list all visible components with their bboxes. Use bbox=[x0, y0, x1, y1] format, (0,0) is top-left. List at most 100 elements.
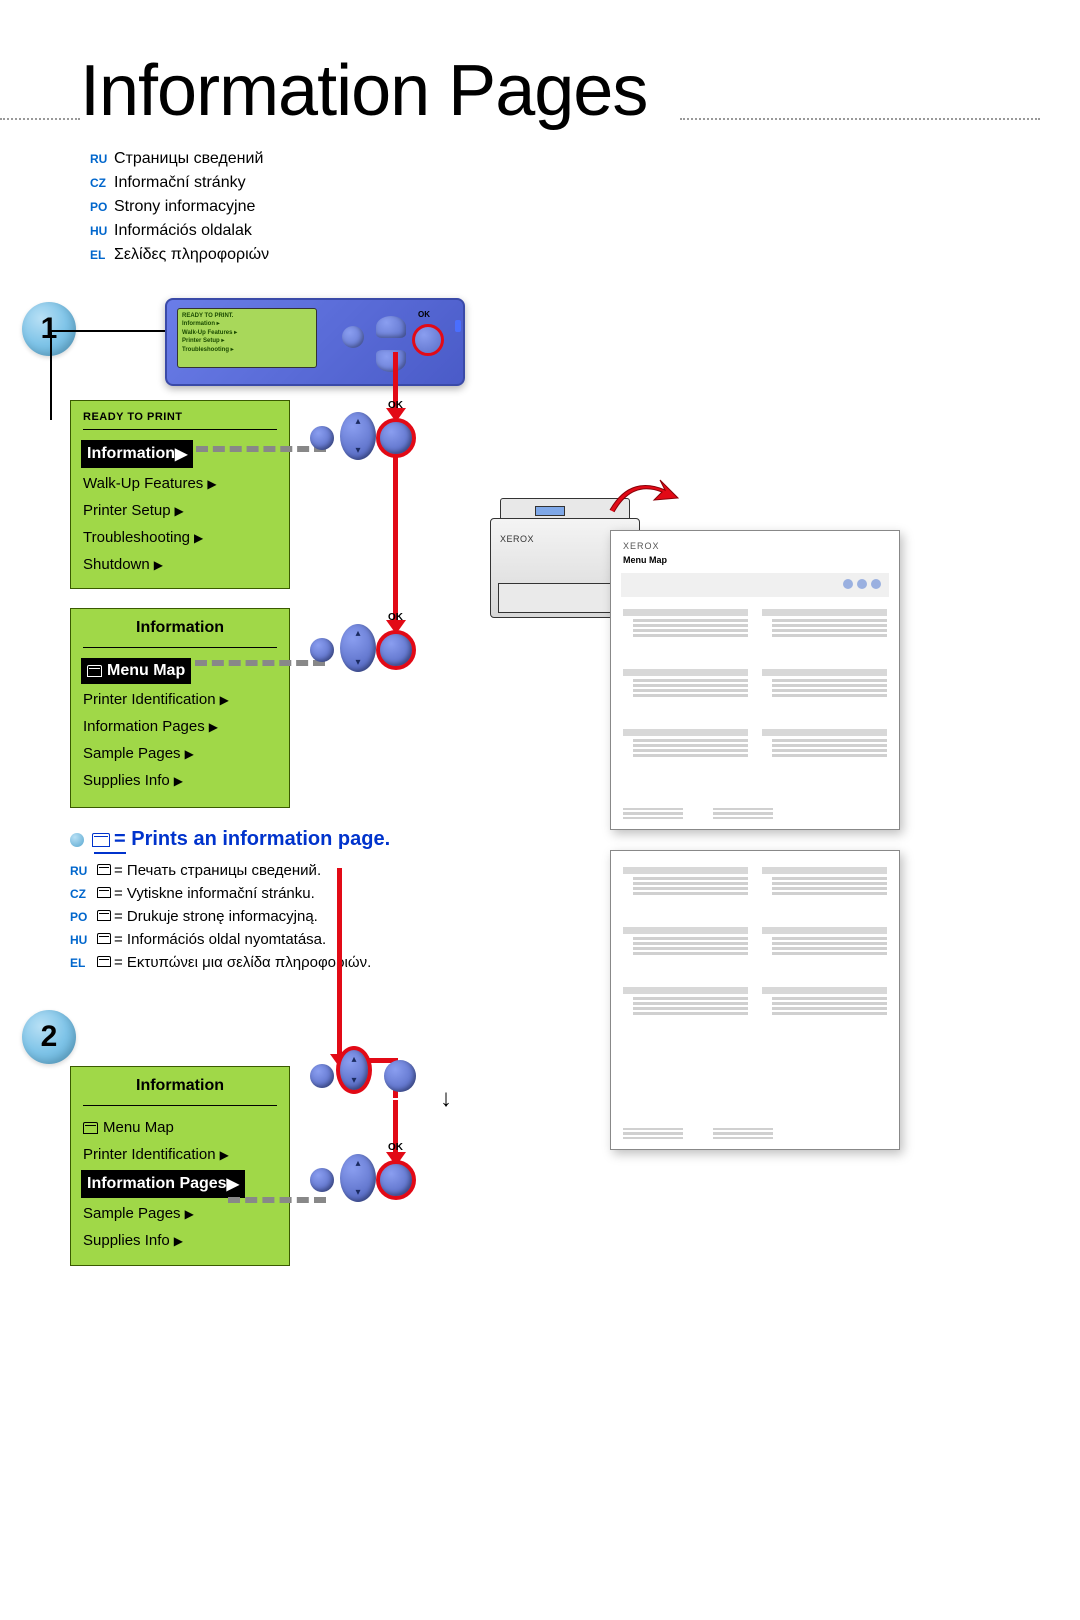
translation-text: = Εκτυπώνει μια σελίδα πληροφοριών. bbox=[114, 954, 371, 971]
menu-item-label: Menu Map bbox=[107, 662, 185, 680]
sheet-block bbox=[623, 609, 748, 663]
chevron-right-icon: ▶ bbox=[220, 693, 229, 707]
menu-item-label: Supplies Info bbox=[83, 1232, 170, 1249]
translation-row: RU = Печать страницы сведений. bbox=[70, 862, 371, 879]
translation-row: PO = Drukuje stronę informacyjną. bbox=[70, 908, 371, 925]
prints-translations: RU = Печать страницы сведений. CZ = Vyti… bbox=[70, 862, 371, 977]
menu-title: Information bbox=[83, 619, 277, 641]
lang-code: HU bbox=[90, 224, 114, 238]
menu-item[interactable]: Shutdown ▶ bbox=[83, 551, 277, 578]
printer-brand-label: XEROX bbox=[500, 534, 534, 544]
chevron-right-icon: ▶ bbox=[154, 558, 163, 572]
step-2-number: 2 bbox=[41, 1020, 58, 1054]
menu-item-label: Printer Setup bbox=[83, 502, 171, 519]
sheet-block bbox=[623, 987, 748, 1041]
menu-item-label: Information bbox=[87, 445, 175, 463]
sheet-block bbox=[762, 987, 887, 1041]
back-button[interactable] bbox=[310, 638, 334, 662]
back-button[interactable] bbox=[310, 426, 334, 450]
info-led-icon bbox=[455, 320, 461, 332]
sheet-block bbox=[762, 729, 887, 783]
chevron-right-icon: ▶ bbox=[194, 531, 203, 545]
print-icon bbox=[92, 833, 110, 847]
menu-item[interactable]: Sample Pages▶ bbox=[83, 740, 277, 767]
menu-item[interactable]: Menu Map bbox=[83, 1114, 277, 1141]
menu-item-label: Menu Map bbox=[103, 1119, 174, 1136]
back-button[interactable] bbox=[310, 1168, 334, 1192]
menu-item[interactable]: Supplies Info▶ bbox=[83, 1227, 277, 1254]
step-2-badge: 2 bbox=[22, 1010, 76, 1064]
divider bbox=[83, 647, 277, 648]
menu-item[interactable]: Troubleshooting ▶ bbox=[83, 524, 277, 551]
print-icon bbox=[97, 933, 111, 944]
sheet-block bbox=[623, 927, 748, 981]
back-button[interactable] bbox=[310, 1064, 334, 1088]
sheet-block bbox=[623, 669, 748, 723]
menu-item-label: Sample Pages bbox=[83, 1205, 181, 1222]
translation-row: HU = Információs oldal nyomtatása. bbox=[70, 931, 371, 948]
ok-button[interactable] bbox=[412, 324, 444, 356]
divider bbox=[83, 429, 277, 430]
back-button[interactable] bbox=[342, 326, 364, 348]
print-icon bbox=[97, 864, 111, 875]
ok-button[interactable] bbox=[376, 630, 416, 670]
sheet-block bbox=[623, 729, 748, 783]
chevron-right-icon: ▶ bbox=[207, 477, 216, 491]
sheet-footer bbox=[623, 1126, 887, 1142]
translation-text: Informační stránky bbox=[114, 174, 246, 192]
lang-code: CZ bbox=[90, 176, 114, 190]
sheet-title: Menu Map bbox=[611, 555, 899, 571]
translation-text: Σελίδες πληροφοριών bbox=[114, 246, 269, 264]
lang-code: PO bbox=[70, 910, 94, 924]
menu-item-label: Shutdown bbox=[83, 556, 150, 573]
output-sheet-1: XEROX Menu Map bbox=[610, 530, 900, 830]
menu-item-label: Printer Identification bbox=[83, 691, 216, 708]
print-icon bbox=[97, 887, 111, 898]
menu-item[interactable]: Supplies Info▶ bbox=[83, 767, 277, 794]
lang-code: RU bbox=[70, 864, 94, 878]
print-icon bbox=[97, 910, 111, 921]
menu-item-label: Information Pages bbox=[83, 718, 205, 735]
menu-item-highlighted[interactable]: Information▶ bbox=[81, 440, 193, 468]
translation-row: CZ Informační stránky bbox=[90, 174, 269, 192]
lang-code: EL bbox=[90, 248, 114, 262]
translation-text: = Információs oldal nyomtatása. bbox=[114, 931, 326, 948]
ok-button[interactable] bbox=[384, 1060, 416, 1092]
dotted-rule-right bbox=[680, 118, 1040, 120]
page-title: Information Pages bbox=[80, 50, 647, 132]
prints-info-line: = Prints an information page. bbox=[70, 828, 390, 851]
translation-row: EL = Εκτυπώνει μια σελίδα πληροφοριών. bbox=[70, 954, 371, 971]
updown-button[interactable] bbox=[340, 412, 376, 460]
ok-button[interactable] bbox=[376, 418, 416, 458]
translation-row: PO Strony informacyjne bbox=[90, 198, 269, 216]
flow-arrow bbox=[393, 454, 398, 624]
menu-item-highlighted[interactable]: Menu Map bbox=[81, 658, 191, 684]
translation-text: Információs oldalak bbox=[114, 222, 252, 240]
menu-header: READY TO PRINT bbox=[83, 411, 277, 423]
up-button[interactable] bbox=[376, 316, 406, 338]
ok-label: OK bbox=[418, 310, 430, 319]
updown-button[interactable] bbox=[340, 624, 376, 672]
sheet-block bbox=[762, 669, 887, 723]
menu-item[interactable]: Information Pages▶ bbox=[83, 713, 277, 740]
dot-icon bbox=[871, 579, 881, 589]
panel-menu-line: Information ▸ bbox=[182, 320, 312, 328]
menu-item-highlighted[interactable]: Information Pages▶ bbox=[81, 1170, 245, 1198]
menu-item[interactable]: Walk-Up Features▶ bbox=[83, 470, 277, 497]
down-button[interactable] bbox=[376, 350, 406, 372]
lang-code: PO bbox=[90, 200, 114, 214]
sheet-grid bbox=[611, 605, 899, 787]
sheet-panel-band bbox=[621, 573, 889, 597]
updown-button[interactable] bbox=[336, 1046, 372, 1094]
ok-button[interactable] bbox=[376, 1160, 416, 1200]
menu-item[interactable]: Printer Identification ▶ bbox=[83, 686, 277, 713]
print-icon bbox=[83, 1122, 98, 1134]
menu-item[interactable]: Printer Setup▶ bbox=[83, 497, 277, 524]
menu-item[interactable]: Sample Pages▶ bbox=[83, 1200, 277, 1227]
translation-row: EL Σελίδες πληροφοριών bbox=[90, 246, 269, 264]
menu-item[interactable]: Printer Identification▶ bbox=[83, 1141, 277, 1168]
lang-code: RU bbox=[90, 152, 114, 166]
updown-button[interactable] bbox=[340, 1154, 376, 1202]
menu-item-label: Troubleshooting bbox=[83, 529, 190, 546]
sheet-block bbox=[623, 867, 748, 921]
